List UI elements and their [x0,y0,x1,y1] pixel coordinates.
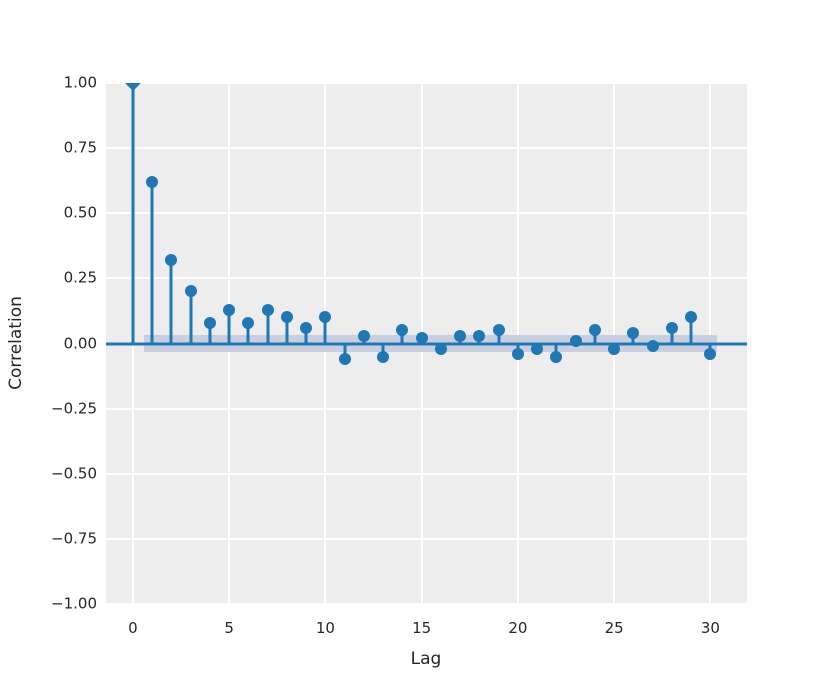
acf-stem-lag-29 [689,317,693,344]
acf-point-lag-10 [319,311,332,324]
acf-point-lag-29 [685,311,698,324]
acf-point-lag-15 [415,332,428,345]
acf-stem-lag-24 [593,330,597,344]
acf-point-lag-8 [280,311,293,324]
gridline-y--0.75 [106,537,747,540]
acf-point-lag-27 [646,340,659,353]
gridline-y-0.75 [106,147,747,150]
gridline-y--0.25 [106,407,747,410]
acf-point-lag-23 [569,334,582,347]
x-tick-label-15: 15 [412,619,432,637]
gridline-y-0.25 [106,277,747,280]
acf-point-lag-18 [473,329,486,342]
y-tick-label-−0.25: −0.25 [51,399,97,418]
acf-point-lag-26 [627,327,640,340]
acf-stem-lag-22 [554,343,558,357]
gridline-y-0.5 [106,212,747,215]
acf-point-lag-3 [184,285,197,298]
acf-point-lag-6 [242,316,255,329]
acf-point-lag-30 [704,347,717,360]
acf-point-lag-21 [531,342,544,355]
acf-point-lag-2 [165,254,178,267]
gridline-y--0.5 [106,472,747,475]
acf-point-lag-1 [146,175,159,188]
x-tick-label-30: 30 [700,619,720,637]
acf-stem-lag-13 [381,343,385,357]
acf-stem-lag-7 [266,309,270,344]
x-axis-title: Lag [410,649,442,669]
acf-point-lag-9 [300,321,313,334]
x-tick-label-25: 25 [604,619,624,637]
acf-stem-lag-10 [323,317,327,344]
y-tick-label-−0.50: −0.50 [51,464,97,483]
acf-stem-lag-19 [497,330,501,344]
acf-point-lag-20 [511,347,524,360]
acf-point-lag-25 [608,342,621,355]
acf-stem-lag-9 [304,327,308,344]
x-tick-label-20: 20 [508,619,528,637]
acf-stem-lag-0 [131,83,135,344]
plot-panel [106,83,747,604]
acf-stem-lag-2 [169,260,173,344]
gridline-y--1 [106,603,747,604]
acf-stem-lag-5 [227,309,231,344]
acf-point-lag-5 [223,303,236,316]
zero-baseline [106,342,747,345]
acf-clipped-marker-lag-0 [124,83,141,91]
x-tick-label-5: 5 [224,619,234,637]
acf-point-lag-13 [377,350,390,363]
gridline-y-1 [106,83,747,84]
acf-point-lag-7 [261,303,274,316]
acf-point-lag-12 [357,329,370,342]
acf-point-lag-16 [434,342,447,355]
y-axis-tick-labels: 1.00 0.75 0.50 0.25 0.00 −0.25 −0.50 −0.75 −1.00 [0,75,106,611]
y-tick-label-0.00: 0.00 [63,334,97,352]
acf-point-lag-17 [454,329,467,342]
acf-stem-lag-8 [285,317,289,344]
acf-point-lag-14 [396,324,409,337]
x-tick-label-10: 10 [315,619,335,637]
x-tick-label-0: 0 [128,619,138,637]
acf-point-lag-11 [338,353,351,366]
y-tick-label-1.00: 1.00 [63,73,97,92]
acf-stem-lag-14 [400,330,404,344]
acf-stem-lag-6 [246,322,250,344]
y-tick-label-0.75: 0.75 [63,138,97,157]
acf-stem-lag-28 [670,327,674,344]
y-tick-label-0.25: 0.25 [63,268,97,287]
acf-stem-lag-3 [189,291,193,344]
y-tick-label-−1.00: −1.00 [51,594,97,613]
acf-point-lag-28 [665,321,678,334]
acf-stem-lag-1 [150,181,154,344]
acf-stem-lag-11 [343,343,347,360]
acf-point-lag-22 [550,350,563,363]
acf-point-lag-4 [203,316,216,329]
y-tick-label-−0.75: −0.75 [51,529,97,548]
y-axis-title: Correlation [6,296,26,390]
x-axis-tick-labels: 0 5 10 15 20 25 30 [106,604,747,646]
acf-point-lag-19 [492,324,505,337]
acf-point-lag-24 [588,324,601,337]
y-tick-label-0.50: 0.50 [63,203,97,222]
acf-stem-lag-4 [208,322,212,344]
